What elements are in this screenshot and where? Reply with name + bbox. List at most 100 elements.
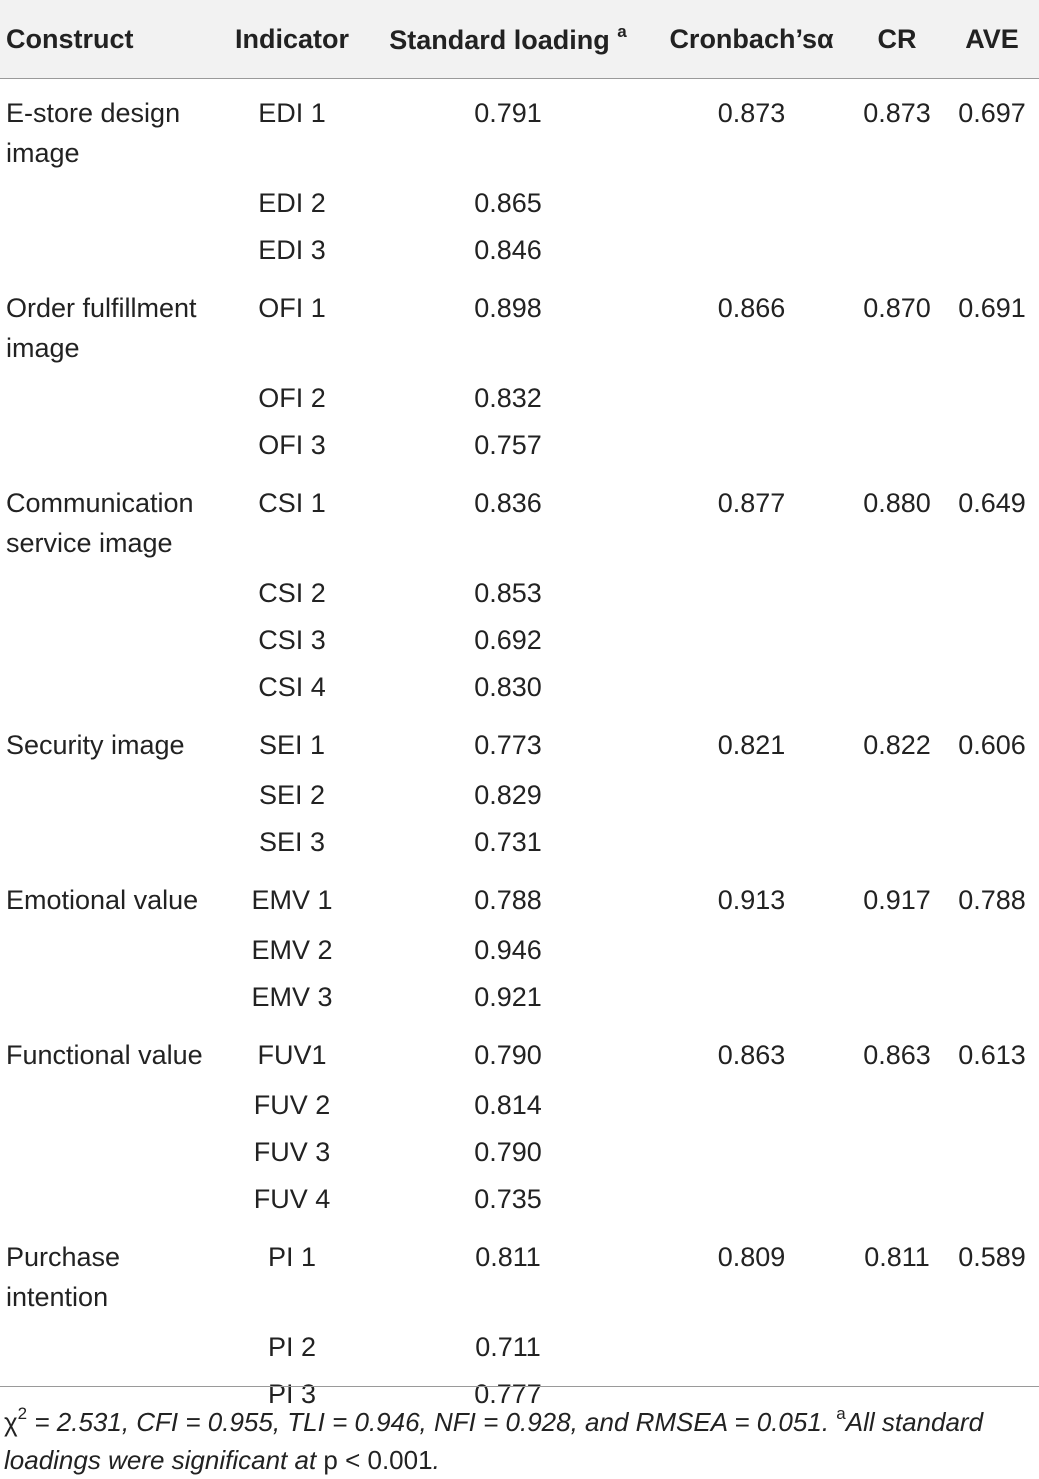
ave-cell: 0.649 (958, 488, 1026, 518)
cronbach-cell-empty (654, 818, 849, 866)
cronbach-cell-empty (654, 973, 849, 1021)
cr-cell-empty (849, 771, 945, 818)
cronbach-cell-empty (654, 421, 849, 469)
table-row: OFI 2 0.832 (0, 374, 1039, 421)
results-table-container: Construct Indicator Standard loading a C… (0, 0, 1039, 1419)
indicator-cell: EMV 2 (251, 935, 333, 965)
table-row: EMV 2 0.946 (0, 926, 1039, 973)
loading-cell: 0.811 (475, 1242, 541, 1272)
construct-cell-empty (0, 926, 222, 973)
table-row: E-store design image EDI 1 0.791 0.873 0.873… (0, 79, 1039, 180)
ave-cell-empty (945, 663, 1039, 711)
ave-cell-empty (945, 973, 1039, 1021)
loading-cell: 0.836 (474, 488, 542, 518)
cr-cell-empty (849, 818, 945, 866)
table-row: PI 2 0.711 (0, 1323, 1039, 1370)
cronbach-cell-empty (654, 663, 849, 711)
ave-cell-empty (945, 179, 1039, 226)
cr-cell: 0.870 (863, 293, 931, 323)
table-footnote: χ2 = 2.531, CFI = 0.955, TLI = 0.946, NF… (0, 1386, 1039, 1479)
table-row: Order fulfillment image OFI 1 0.898 0.866 0.… (0, 274, 1039, 374)
indicator-cell: OFI 2 (258, 383, 326, 413)
indicator-cell: OFI 1 (258, 293, 326, 323)
table-row: SEI 3 0.731 (0, 818, 1039, 866)
cronbach-cell-empty (654, 179, 849, 226)
cr-cell: 0.811 (864, 1242, 930, 1272)
table-row: FUV 4 0.735 (0, 1175, 1039, 1223)
footnote-fit-indices: = 2.531, CFI = 0.955, TLI = 0.946, NFI =… (27, 1407, 837, 1437)
table-row: EMV 3 0.921 (0, 973, 1039, 1021)
cronbach-cell: 0.866 (717, 293, 786, 323)
ave-cell-empty (945, 771, 1039, 818)
table-row: SEI 2 0.829 (0, 771, 1039, 818)
loading-cell: 0.898 (474, 293, 542, 323)
cronbach-cell: 0.821 (717, 730, 786, 760)
table-row: Security image SEI 1 0.773 0.821 0.822 0.606 (0, 711, 1039, 771)
cronbach-cell: 0.873 (717, 98, 786, 128)
loading-cell: 0.788 (474, 885, 542, 915)
table-row: EDI 3 0.846 (0, 226, 1039, 274)
ave-cell: 0.613 (958, 1040, 1026, 1070)
cr-cell-empty (849, 663, 945, 711)
ave-cell: 0.589 (958, 1242, 1026, 1272)
table-row: CSI 4 0.830 (0, 663, 1039, 711)
construct-cell-empty (0, 1081, 222, 1128)
cr-cell-empty (849, 1175, 945, 1223)
cronbach-cell-empty (654, 1128, 849, 1175)
footnote-chi-symbol: χ (4, 1407, 18, 1437)
ave-cell-empty (945, 226, 1039, 274)
loading-cell: 0.791 (474, 98, 542, 128)
loading-cell: 0.777 (474, 1379, 542, 1409)
header-standard-loading: Standard loading a (362, 0, 654, 79)
cr-cell-empty (849, 179, 945, 226)
table-row: CSI 2 0.853 (0, 569, 1039, 616)
loading-cell: 0.711 (475, 1332, 541, 1362)
loading-cell: 0.731 (474, 827, 542, 857)
cronbach-cell-empty (654, 616, 849, 663)
cr-cell: 0.880 (863, 488, 931, 518)
cr-cell: 0.873 (863, 98, 931, 128)
cr-cell-empty (849, 374, 945, 421)
cronbach-cell-empty (654, 1175, 849, 1223)
table-body: E-store design image EDI 1 0.791 0.873 0.873… (0, 79, 1039, 1419)
cronbach-cell-empty (654, 1323, 849, 1370)
indicator-cell: FUV 2 (253, 1090, 331, 1120)
footnote-p-value: p < 0.001 (323, 1445, 433, 1475)
ave-cell: 0.697 (958, 98, 1026, 128)
ave-cell-empty (945, 421, 1039, 469)
loading-cell: 0.790 (474, 1137, 542, 1167)
cronbach-cell-empty (654, 569, 849, 616)
cronbach-cell: 0.863 (717, 1040, 786, 1070)
construct-cell: Emotional value (6, 885, 199, 915)
ave-cell-empty (945, 1128, 1039, 1175)
ave-cell: 0.606 (958, 730, 1026, 760)
header-standard-loading-label: Standard loading (389, 25, 610, 55)
indicator-cell: FUV 4 (253, 1184, 331, 1214)
construct-cell-empty (0, 616, 222, 663)
loading-cell: 0.757 (474, 430, 542, 460)
construct-cell-empty (0, 421, 222, 469)
indicator-cell: SEI 3 (258, 827, 326, 857)
loading-cell: 0.946 (474, 935, 542, 965)
ave-cell-empty (945, 374, 1039, 421)
indicator-cell: EMV 3 (251, 982, 333, 1012)
cr-cell: 0.822 (863, 730, 931, 760)
table-row: FUV 3 0.790 (0, 1128, 1039, 1175)
cr-cell: 0.863 (863, 1040, 931, 1070)
loading-cell: 0.921 (474, 982, 542, 1012)
indicator-cell: SEI 1 (258, 730, 326, 760)
table-row: EDI 2 0.865 (0, 179, 1039, 226)
cr-cell-empty (849, 973, 945, 1021)
ave-cell: 0.691 (958, 293, 1026, 323)
footnote-note-text: All standard loadings were significant a… (4, 1407, 984, 1475)
measurement-model-table: Construct Indicator Standard loading a C… (0, 0, 1039, 1419)
construct-cell: Functional value (6, 1040, 203, 1070)
construct-cell-empty (0, 179, 222, 226)
cronbach-cell-empty (654, 1081, 849, 1128)
loading-cell: 0.830 (474, 672, 542, 702)
loading-cell: 0.846 (474, 235, 542, 265)
cr-cell-empty (849, 421, 945, 469)
ave-cell-empty (945, 1175, 1039, 1223)
indicator-cell: CSI 4 (258, 672, 326, 702)
loading-cell: 0.790 (474, 1040, 542, 1070)
